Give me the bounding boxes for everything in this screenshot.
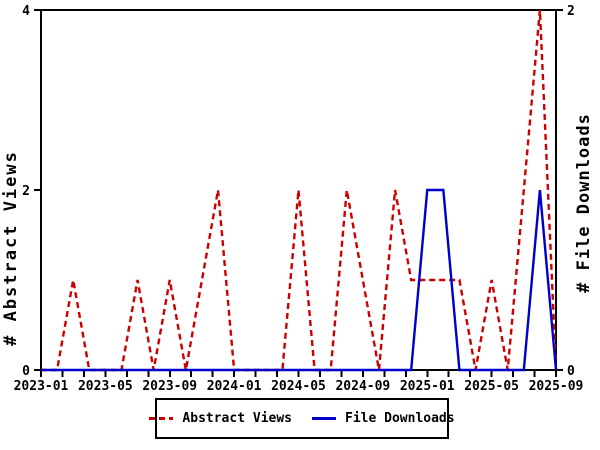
x-tick-label: 2023-05 bbox=[78, 379, 133, 394]
x-tick-label: 2023-09 bbox=[142, 379, 197, 394]
left-tick-label: 0 bbox=[22, 364, 30, 379]
abstract-views-line-sample bbox=[149, 417, 174, 420]
x-tick-label: 2025-01 bbox=[400, 379, 455, 394]
right-axis-title: # File Downloads bbox=[574, 113, 594, 293]
legend-item-file-downloads: File Downloads bbox=[312, 411, 455, 426]
x-tick-label: 2023-01 bbox=[14, 379, 69, 394]
legend: Abstract Views File Downloads bbox=[149, 398, 455, 439]
x-tick-label: 2024-09 bbox=[335, 379, 390, 394]
x-tick-label: 2024-05 bbox=[271, 379, 326, 394]
left-tick-label: 2 bbox=[22, 184, 30, 199]
tick-labels: 0 2 4 0 2 2023-01 2023-05 2023-09 2024-01 2024-05… bbox=[14, 4, 584, 394]
left-tick-label: 4 bbox=[22, 4, 30, 19]
series-lines bbox=[41, 9, 558, 372]
abstract-views-line bbox=[41, 9, 558, 372]
legend-item-abstract-views: Abstract Views bbox=[149, 411, 292, 426]
right-tick-label: 0 bbox=[567, 364, 575, 379]
x-tick-label: 2025-09 bbox=[529, 379, 584, 394]
plot-frame bbox=[40, 9, 557, 371]
right-tick-label: 2 bbox=[567, 4, 575, 19]
x-tick-label: 2025-05 bbox=[464, 379, 519, 394]
file-downloads-line bbox=[41, 188, 558, 372]
left-axis-title: # Abstract Views bbox=[1, 150, 21, 346]
x-tick-label: 2024-01 bbox=[207, 379, 262, 394]
legend-label-abstract-views: Abstract Views bbox=[182, 411, 292, 426]
file-downloads-line-sample bbox=[312, 417, 336, 420]
legend-label-file-downloads: File Downloads bbox=[345, 411, 455, 426]
